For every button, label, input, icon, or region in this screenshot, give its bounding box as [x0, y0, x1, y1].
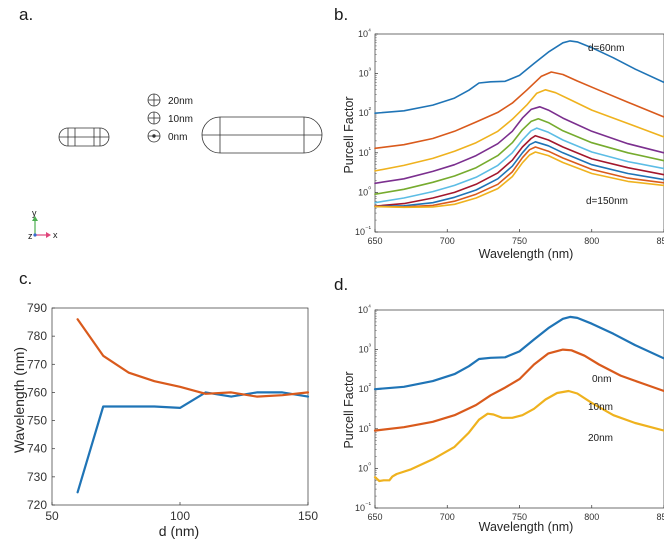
- size-label-10nm: 10nm: [168, 114, 193, 125]
- panel-d-ytick-label: 10⁰: [358, 461, 371, 473]
- panel-d-frame: [374, 309, 664, 509]
- panel-c-ytick-label: 790: [27, 301, 47, 315]
- panel-d-ytick-label: 10⁴: [358, 304, 371, 315]
- panel-b-xtick-label: 750: [512, 236, 527, 246]
- panel-b-ytick-label: 10⁴: [358, 28, 371, 39]
- panel-c-ytick-label: 780: [27, 329, 47, 343]
- panel-d-ytick-label: 10³: [359, 344, 372, 355]
- panel-d-series-2: [373, 348, 664, 432]
- panel-b-ytick-label: 10³: [359, 68, 372, 79]
- panel-b-xlabel: Wavelength (nm): [479, 247, 574, 261]
- panel-d-annotation-0nm: 0nm: [592, 374, 611, 385]
- panel-d-ytick-label: 10²: [359, 383, 372, 394]
- size-label-20nm: 20nm: [168, 96, 193, 107]
- size-marker-10nm: [147, 111, 161, 125]
- panel-c-ytick-label: 720: [27, 498, 47, 512]
- panel-c-xtick-label: 100: [170, 509, 190, 523]
- size-marker-0nm: [147, 129, 161, 143]
- panel-d-ytick-label: 10¹: [359, 423, 372, 434]
- panel-b-xtick-label: 700: [440, 236, 455, 246]
- panel-b-series-3: [374, 89, 664, 172]
- panel-b-series: [374, 40, 664, 209]
- panel-b-annotation-d60: d=60nm: [588, 43, 624, 54]
- panel-b-letter: b.: [334, 5, 348, 24]
- panel-d-series: [373, 315, 664, 483]
- panel-b-series-1: [374, 40, 664, 114]
- panel-b-series-8: [374, 141, 664, 208]
- size-marker-20nm: [147, 93, 161, 107]
- panel-b-annotation-d150: d=150nm: [586, 196, 628, 207]
- panel-b-series-2: [374, 71, 664, 150]
- panel-b-ytick-label: 10⁻¹: [355, 226, 372, 237]
- panel-b-series-4: [374, 106, 664, 185]
- panel-b-xtick-label: 800: [584, 236, 599, 246]
- panel-c-xlabel: d (nm): [159, 523, 199, 539]
- panel-c-ytick-label: 760: [27, 385, 47, 399]
- panel-c-series-2: [76, 318, 310, 398]
- y-axis-arrowhead: [32, 216, 38, 221]
- panel-d-series-3: [373, 389, 664, 483]
- panel-d-xtick-label: 850: [656, 512, 664, 522]
- panel-c-axes: 50 100 150 720 730 740 750 760 770 780 790: [27, 301, 318, 523]
- panel-c-ytick-label: 770: [27, 357, 47, 371]
- panel-d-letter: d.: [334, 275, 348, 294]
- panel-d-xtick-label: 700: [440, 512, 455, 522]
- panel-b-xtick-label: 650: [367, 236, 382, 246]
- panel-c-xtick-label: 50: [45, 509, 59, 523]
- panel-b-chart: 650 700 750 800 850 10⁻¹ 10⁰ 10¹ 10² 10³ 10⁴ d=60n…: [342, 28, 664, 261]
- panel-c-series: [76, 318, 310, 494]
- panel-d-ylabel: Purcell Factor: [342, 371, 356, 448]
- panel-c-letter: c.: [19, 269, 32, 288]
- panel-a-schematic: 20nm 10nm 0nm y x z: [28, 93, 323, 241]
- x-axis-label: x: [53, 230, 58, 240]
- panel-b-ylabel: Purcell Factor: [342, 96, 356, 173]
- small-nanorod-diagram: [58, 127, 110, 147]
- panel-d-series-1: [373, 315, 664, 391]
- panel-d-xtick-label: 650: [367, 512, 382, 522]
- size-label-0nm: 0nm: [168, 132, 187, 143]
- panel-b-series-6: [374, 127, 664, 204]
- panel-b-axes: 650 700 750 800 850 10⁻¹ 10⁰ 10¹ 10² 10³ 10⁴: [355, 28, 664, 246]
- coordinate-axes: y x z: [28, 208, 58, 241]
- y-axis-label: y: [32, 208, 37, 218]
- panel-b-ytick-label: 10²: [359, 107, 372, 118]
- large-nanorod-diagram: [201, 116, 323, 154]
- panel-d-xlabel: Wavelength (nm): [479, 520, 574, 534]
- panel-c-ytick-label: 750: [27, 414, 47, 428]
- panel-c-xtick-label: 150: [298, 509, 318, 523]
- panel-b-series-7: [374, 134, 664, 207]
- panel-a-letter: a.: [19, 5, 33, 24]
- panel-d-axes: 650 700 750 800 850 10⁻¹ 10⁰ 10¹ 10² 10³ 10⁴: [355, 304, 664, 522]
- z-axis-dot: [33, 233, 37, 237]
- z-axis-label: z: [28, 231, 33, 241]
- panel-b-series-5: [374, 118, 664, 195]
- panel-d-xtick-label: 800: [584, 512, 599, 522]
- panel-b-ytick-label: 10⁰: [358, 185, 371, 197]
- panel-d-annotation-10nm: 10nm: [588, 402, 613, 413]
- panel-c-ylabel: Wavelength (nm): [11, 347, 27, 453]
- panel-d-annotation-20nm: 20nm: [588, 433, 613, 444]
- panel-b-series-10: [374, 151, 664, 209]
- panel-d-xtick-label: 750: [512, 512, 527, 522]
- panel-b-xtick-label: 850: [656, 236, 664, 246]
- size-markers: 20nm 10nm 0nm: [147, 93, 193, 143]
- x-axis-arrowhead: [46, 232, 51, 238]
- panel-b-ytick-label: 10¹: [359, 147, 372, 158]
- panel-b-series-9: [374, 146, 664, 208]
- panel-d-ytick-label: 10⁻¹: [355, 502, 372, 513]
- panel-c-series-1: [76, 391, 310, 494]
- panel-d-chart: 650 700 750 800 850 10⁻¹ 10⁰ 10¹ 10² 10³ 10⁴ 0nm 1…: [342, 304, 664, 534]
- panel-c-ytick-label: 740: [27, 442, 47, 456]
- panel-c-ytick-label: 730: [27, 470, 47, 484]
